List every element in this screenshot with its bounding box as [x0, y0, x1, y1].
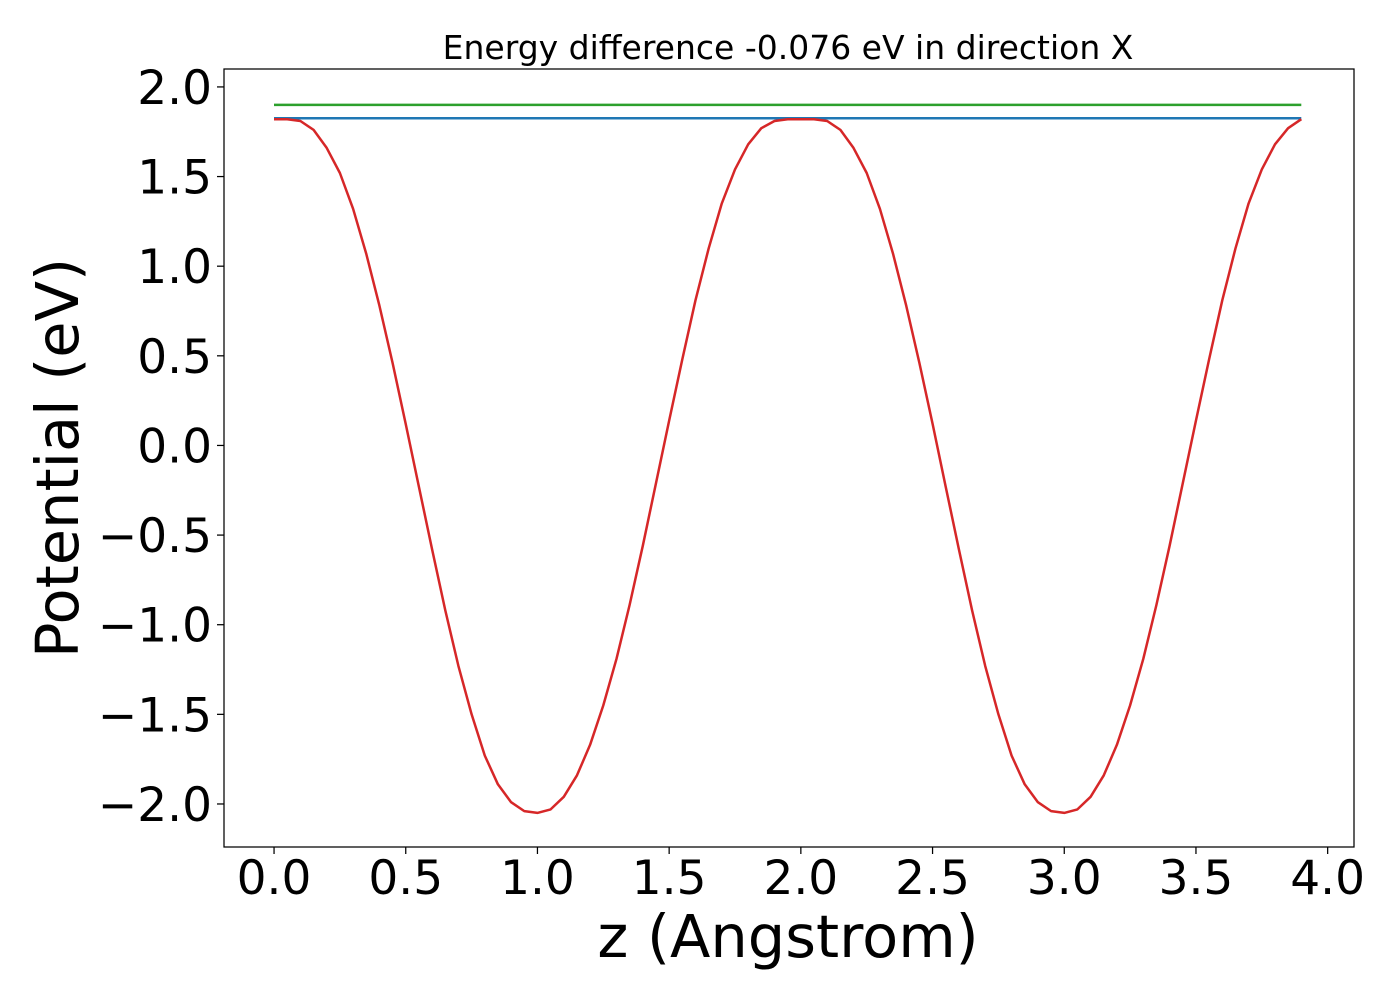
- y-axis-label: Potential (eV): [23, 258, 92, 658]
- y-tick-label: −1.0: [98, 599, 212, 654]
- x-tick-label: 1.0: [500, 851, 575, 906]
- x-tick-label: 4.0: [1290, 851, 1365, 906]
- y-tick-label: −1.5: [98, 688, 212, 743]
- x-tick-label: 1.5: [632, 851, 707, 906]
- x-tick-label: 0.0: [237, 851, 312, 906]
- series-layer: [274, 103, 1303, 815]
- y-tick-label: 1.0: [137, 240, 212, 295]
- x-tick-label: 3.5: [1159, 851, 1234, 906]
- x-tick-label: 2.0: [763, 851, 838, 906]
- y-tick-label: 1.5: [137, 151, 212, 206]
- y-axis: −2.0 −1.5 −1.0 −0.5 0.0 0.5 1.0 1.5 2.0: [98, 61, 224, 833]
- y-tick-label: 0.0: [137, 419, 212, 474]
- x-axis-label: z (Angstrom): [597, 902, 978, 971]
- y-tick-label: −0.5: [98, 509, 212, 564]
- y-tick-label: −2.0: [98, 778, 212, 833]
- plot-frame: [223, 68, 1355, 848]
- y-tick-label: 2.0: [137, 61, 212, 116]
- x-axis: 0.0 0.5 1.0 1.5 2.0 2.5 3.0 3.5 4.0: [237, 847, 1365, 906]
- x-tick-label: 0.5: [368, 851, 443, 906]
- y-tick-label: 0.5: [137, 330, 212, 385]
- series-line-2: [274, 117, 1303, 815]
- x-tick-label: 2.5: [895, 851, 970, 906]
- x-tick-label: 3.0: [1027, 851, 1102, 906]
- chart-title: Energy difference -0.076 eV in direction…: [443, 28, 1134, 67]
